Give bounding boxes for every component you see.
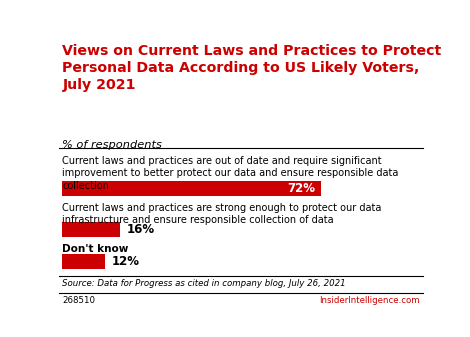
FancyBboxPatch shape [63,254,105,269]
Text: Current laws and practices are out of date and require significant
improvement t: Current laws and practices are out of da… [63,156,399,191]
FancyBboxPatch shape [63,222,120,237]
Text: Source: Data for Progress as cited in company blog, July 26, 2021: Source: Data for Progress as cited in co… [63,279,346,288]
Text: 12%: 12% [112,255,140,268]
Text: Don't know: Don't know [63,244,129,254]
Text: Views on Current Laws and Practices to Protect
Personal Data According to US Lik: Views on Current Laws and Practices to P… [63,44,442,92]
Text: InsiderIntelligence.com: InsiderIntelligence.com [319,296,419,305]
Text: 16%: 16% [126,223,155,236]
FancyBboxPatch shape [63,181,321,196]
Text: Current laws and practices are strong enough to protect our data
infrastructure : Current laws and practices are strong en… [63,203,382,225]
Text: 268510: 268510 [63,296,95,305]
Text: 72%: 72% [287,182,315,195]
Text: % of respondents: % of respondents [63,140,162,150]
